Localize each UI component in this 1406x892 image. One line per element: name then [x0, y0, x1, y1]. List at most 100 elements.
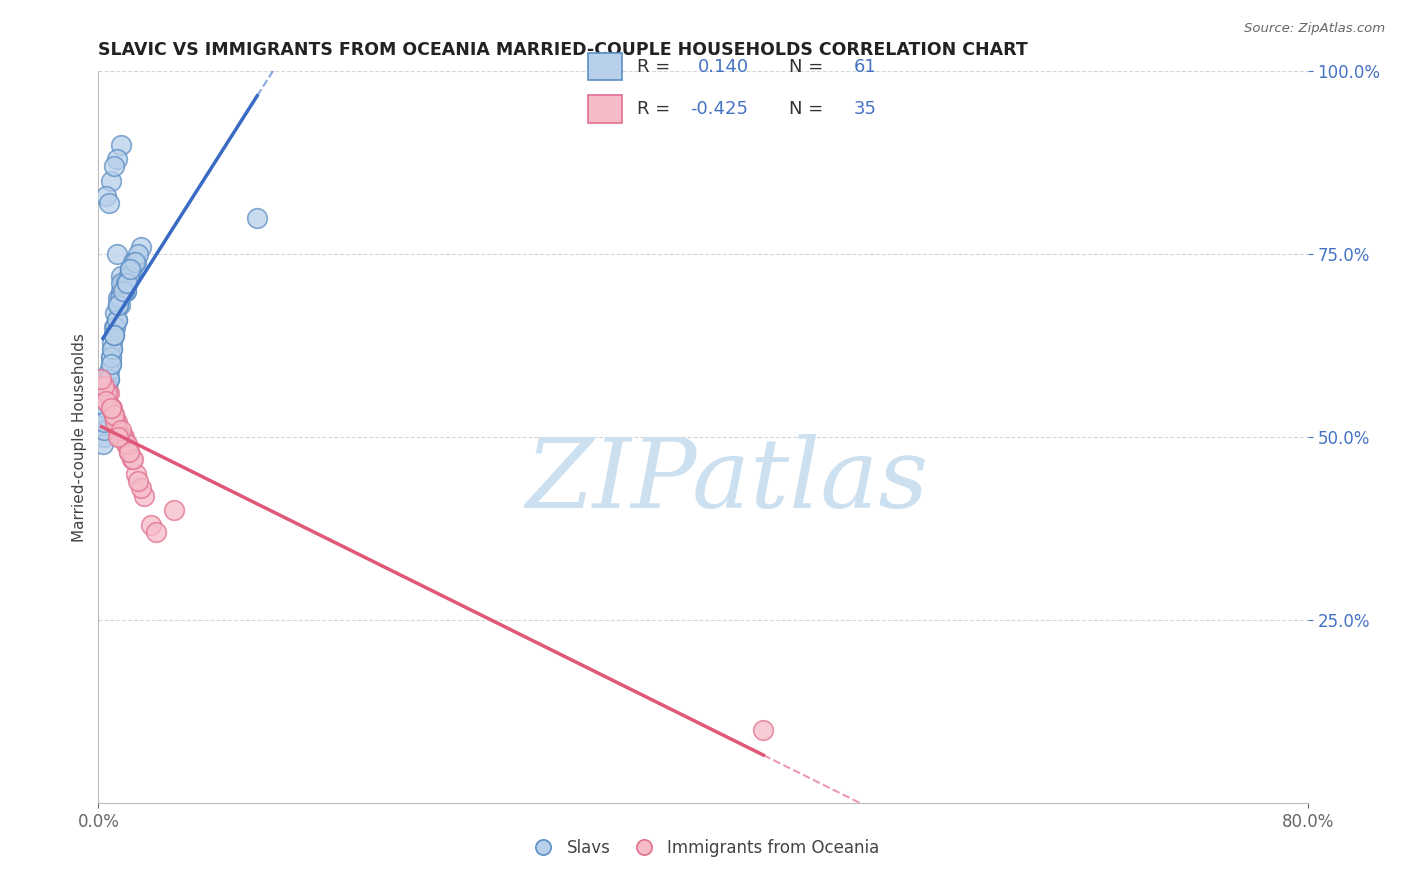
Point — [107, 298, 129, 312]
Point — [93, 430, 115, 444]
Point — [91, 379, 114, 393]
Point — [118, 269, 141, 284]
Point — [100, 401, 122, 415]
Point — [112, 284, 135, 298]
Point — [127, 247, 149, 261]
Point — [105, 247, 128, 261]
Point — [110, 277, 132, 291]
Point — [101, 334, 124, 349]
Point — [94, 393, 117, 408]
Point — [94, 393, 117, 408]
Point — [120, 261, 142, 276]
Point — [103, 320, 125, 334]
Point — [103, 160, 125, 174]
Point — [114, 437, 136, 451]
Point — [118, 444, 141, 458]
Text: 0.140: 0.140 — [697, 58, 749, 76]
Point — [94, 188, 117, 202]
Point — [96, 379, 118, 393]
Point — [110, 430, 132, 444]
Point — [108, 291, 131, 305]
Point — [98, 371, 121, 385]
Point — [105, 313, 128, 327]
Point — [103, 408, 125, 422]
Point — [103, 327, 125, 342]
Text: N =: N = — [789, 100, 830, 118]
Point — [114, 277, 136, 291]
Point — [107, 291, 129, 305]
Point — [145, 525, 167, 540]
Point — [98, 196, 121, 211]
Point — [124, 254, 146, 268]
Point — [129, 240, 152, 254]
Point — [141, 517, 163, 532]
Point — [111, 284, 134, 298]
Point — [111, 277, 134, 291]
Point — [90, 371, 112, 385]
Point — [108, 298, 131, 312]
Point — [111, 277, 134, 291]
Point — [105, 152, 128, 166]
Text: SLAVIC VS IMMIGRANTS FROM OCEANIA MARRIED-COUPLE HOUSEHOLDS CORRELATION CHART: SLAVIC VS IMMIGRANTS FROM OCEANIA MARRIE… — [98, 41, 1028, 59]
Point — [98, 364, 121, 378]
Point — [115, 277, 138, 291]
Point — [103, 327, 125, 342]
Point — [104, 416, 127, 430]
Point — [111, 430, 134, 444]
Point — [110, 423, 132, 437]
FancyBboxPatch shape — [588, 95, 621, 122]
Point — [122, 452, 145, 467]
Point — [107, 298, 129, 312]
Point — [121, 452, 143, 467]
Text: -0.425: -0.425 — [690, 100, 748, 118]
Point — [127, 474, 149, 488]
Point — [115, 437, 138, 451]
Point — [101, 401, 124, 415]
Text: R =: R = — [637, 100, 676, 118]
Point — [93, 416, 115, 430]
Point — [107, 430, 129, 444]
Point — [94, 393, 117, 408]
Y-axis label: Married-couple Households: Married-couple Households — [72, 333, 87, 541]
Point — [104, 320, 127, 334]
Point — [98, 386, 121, 401]
Point — [100, 350, 122, 364]
Point — [118, 269, 141, 284]
Point — [100, 357, 122, 371]
Text: N =: N = — [789, 58, 830, 76]
Text: 61: 61 — [853, 58, 876, 76]
FancyBboxPatch shape — [588, 54, 621, 80]
Point — [94, 401, 117, 415]
Point — [107, 423, 129, 437]
Point — [120, 261, 142, 276]
Point — [752, 723, 775, 737]
Point — [100, 357, 122, 371]
Point — [118, 444, 141, 458]
Point — [163, 503, 186, 517]
Point — [94, 393, 117, 408]
Point — [100, 401, 122, 415]
Legend: Slavs, Immigrants from Oceania: Slavs, Immigrants from Oceania — [520, 832, 886, 864]
Point — [93, 379, 115, 393]
Point — [129, 481, 152, 495]
Point — [246, 211, 269, 225]
Point — [93, 408, 115, 422]
Point — [105, 416, 128, 430]
Point — [98, 371, 121, 385]
Point — [101, 343, 124, 357]
Point — [103, 408, 125, 422]
Point — [100, 350, 122, 364]
Point — [114, 284, 136, 298]
Text: 35: 35 — [853, 100, 876, 118]
Point — [96, 386, 118, 401]
Point — [110, 284, 132, 298]
Point — [121, 261, 143, 276]
Point — [104, 306, 127, 320]
Point — [112, 284, 135, 298]
Point — [101, 343, 124, 357]
Point — [122, 254, 145, 268]
Point — [91, 437, 114, 451]
Point — [115, 277, 138, 291]
Point — [125, 254, 148, 268]
Text: ZIPatlas: ZIPatlas — [526, 434, 929, 528]
